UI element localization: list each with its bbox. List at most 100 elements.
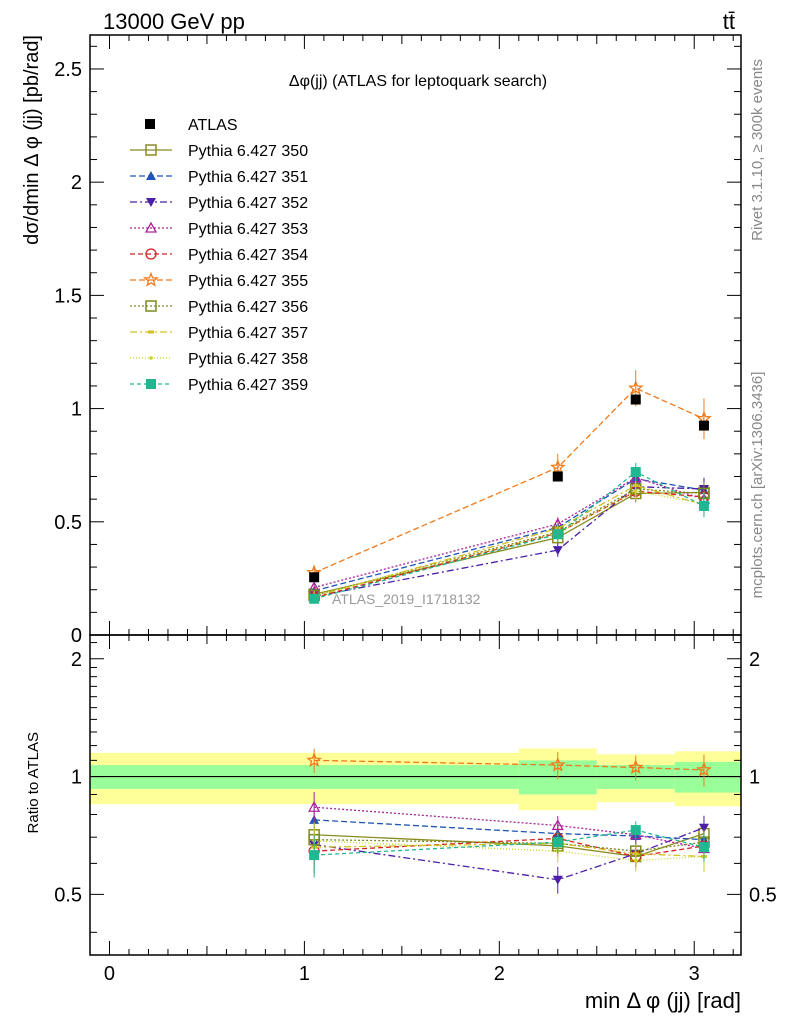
x-tick-label: 0 xyxy=(104,963,115,985)
analysis-watermark: ATLAS_2019_I1718132 xyxy=(332,591,481,607)
x-axis-label: min Δ φ (jj) [rad] xyxy=(585,988,741,1013)
legend-entry: Pythia 6.427 355 xyxy=(130,271,308,290)
marker-square xyxy=(552,529,563,540)
y-tick-label: 2 xyxy=(71,172,82,194)
marker-open-star xyxy=(306,752,323,768)
marker-square xyxy=(698,420,709,431)
series-line xyxy=(313,476,705,589)
legend-label: Pythia 6.427 357 xyxy=(188,325,308,342)
ratio-series-line xyxy=(314,759,704,771)
legend-entry-atlas: ATLAS xyxy=(145,117,238,134)
marker-open-square xyxy=(145,144,157,156)
legend-entry: Pythia 6.427 351 xyxy=(130,169,308,186)
marker-square xyxy=(145,119,155,129)
ratio-series-line xyxy=(314,838,705,852)
marker-dash xyxy=(148,330,154,334)
marker-dot xyxy=(633,858,638,863)
legend-label: Pythia 6.427 358 xyxy=(188,351,308,368)
legend: ATLAS Pythia 6.427 350 Pythia 6.427 351 Pyt… xyxy=(130,117,308,394)
legend-entry: Pythia 6.427 352 xyxy=(130,195,308,212)
y-tick-label: 1 xyxy=(71,399,82,421)
series-line xyxy=(314,486,704,598)
marker-square xyxy=(552,471,563,482)
axes-layer: 0 1 2 3 0 0.5 1 1.5 2 2.5 0.5 0.5 1 1 2 2 xyxy=(54,35,777,985)
marker-open-triangle xyxy=(144,221,158,233)
marker-square xyxy=(309,572,320,583)
marker-square xyxy=(630,466,641,477)
ratio-band-inner xyxy=(674,761,741,793)
x-tick-label: 2 xyxy=(494,963,505,985)
ratio-y-axis-label: Ratio to ATLAS xyxy=(25,732,42,833)
legend-label: Pythia 6.427 350 xyxy=(188,143,308,160)
legend-label: Pythia 6.427 351 xyxy=(188,169,308,186)
marker-open-star xyxy=(549,459,566,475)
legend-entry: Pythia 6.427 358 xyxy=(130,351,308,368)
marker-open-star xyxy=(549,756,566,772)
marker-square xyxy=(698,842,709,853)
ratio-y-tick-label: 2 xyxy=(71,649,82,671)
collision-label: 13000 GeV pp xyxy=(103,9,245,34)
ratio-y-tick-label: 0.5 xyxy=(54,884,82,906)
process-label: tt̄ xyxy=(723,9,735,34)
marker-open-square xyxy=(145,300,157,312)
rivet-version-label: Rivet 3.1.10, ≥ 300k events xyxy=(749,59,766,241)
series-line xyxy=(313,478,705,592)
legend-label: Pythia 6.427 352 xyxy=(188,195,308,212)
marker-open-circle xyxy=(145,248,157,260)
ratio-y-tick-label-right: 1 xyxy=(749,767,760,789)
marker-triangle-up xyxy=(146,171,156,180)
marker-dot xyxy=(149,356,153,360)
ratio-y-tick-label-right: 2 xyxy=(749,649,760,671)
marker-open-triangle xyxy=(308,800,321,812)
series-line xyxy=(313,491,704,595)
legend-label: Pythia 6.427 359 xyxy=(188,377,308,394)
marker-open-star xyxy=(627,759,644,775)
main-panel-series xyxy=(306,370,712,604)
ratio-panel-series xyxy=(306,748,712,894)
ratio-series-line xyxy=(314,806,705,850)
y-axis-label: dσ/dmin Δ φ (jj) [pb/rad] xyxy=(21,35,43,245)
y-tick-label: 0.5 xyxy=(54,512,82,534)
ratio-series-line xyxy=(314,832,705,858)
mcplots-label: mcplots.cern.ch [arXiv:1306.3436] xyxy=(749,372,766,599)
marker-open-star xyxy=(143,271,159,287)
y-tick-label: 0 xyxy=(71,625,82,647)
legend-entry: Pythia 6.427 354 xyxy=(130,247,308,264)
marker-square xyxy=(309,593,320,604)
marker-dot xyxy=(633,489,638,494)
marker-square xyxy=(146,379,156,389)
legend-entry: Pythia 6.427 359 xyxy=(130,377,308,394)
series-line xyxy=(313,471,705,600)
ratio-series-line xyxy=(314,829,705,856)
marker-triangle-down xyxy=(698,823,709,833)
x-tick-label: 3 xyxy=(689,963,700,985)
ratio-panel-frame xyxy=(89,634,742,956)
legend-entry: Pythia 6.427 350 xyxy=(130,143,308,160)
ratio-series-line xyxy=(314,827,705,881)
marker-open-star xyxy=(696,761,712,777)
marker-triangle-down xyxy=(552,546,563,556)
legend-entry: Pythia 6.427 357 xyxy=(130,325,308,342)
legend-label: Pythia 6.427 355 xyxy=(188,273,308,290)
legend-label: ATLAS xyxy=(188,117,238,134)
legend-entry: Pythia 6.427 356 xyxy=(130,299,308,316)
marker-square xyxy=(698,500,709,511)
series-line xyxy=(313,488,705,597)
legend-label: Pythia 6.427 353 xyxy=(188,221,308,238)
ratio-y-tick-label: 1 xyxy=(71,767,82,789)
ratio-series-line xyxy=(314,842,704,858)
series-line xyxy=(313,387,705,574)
legend-entry: Pythia 6.427 353 xyxy=(130,221,308,238)
ratio-panel-bands xyxy=(90,748,741,811)
series-line xyxy=(313,484,705,598)
series-line xyxy=(313,490,705,599)
y-tick-label: 1.5 xyxy=(54,285,82,307)
marker-square xyxy=(630,394,641,405)
legend-label: Pythia 6.427 354 xyxy=(188,247,308,264)
legend-label: Pythia 6.427 356 xyxy=(188,299,308,316)
marker-square xyxy=(309,850,320,861)
marker-open-star xyxy=(627,379,644,395)
ratio-series-line xyxy=(314,819,705,841)
marker-triangle-down xyxy=(146,198,156,207)
